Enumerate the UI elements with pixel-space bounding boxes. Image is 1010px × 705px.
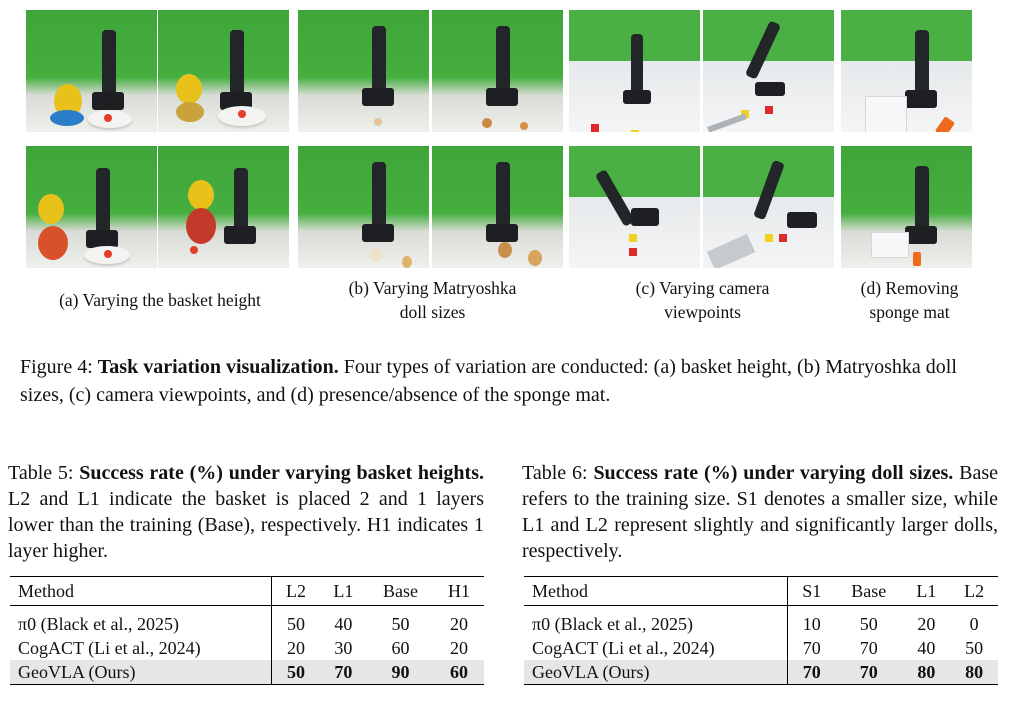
col-s1: S1 bbox=[787, 576, 835, 606]
photo-basket-height-3 bbox=[26, 146, 157, 268]
photo-basket-height-2 bbox=[158, 10, 289, 132]
table6: Method S1 Base L1 L2 π0 (Black et al., 2… bbox=[524, 576, 998, 685]
cell: 70 bbox=[859, 637, 878, 658]
subcaption-b: (b) Varying Matryoshka doll sizes bbox=[300, 276, 565, 324]
col-h1: H1 bbox=[434, 576, 484, 606]
photo-doll-size-3 bbox=[298, 146, 429, 268]
cell: 60 bbox=[391, 637, 410, 658]
table5: Method L2 L1 Base H1 π0 (Black et al., 2… bbox=[10, 576, 484, 685]
photo-doll-size-2 bbox=[432, 10, 563, 132]
subcaption-b-line1: (b) Varying Matryoshka bbox=[348, 278, 517, 298]
figure-caption: Figure 4: Task variation visualization. … bbox=[20, 353, 1000, 409]
cell: 70 bbox=[319, 660, 368, 685]
row-method: CogACT (Li et al., 2024) bbox=[524, 636, 789, 660]
cell: 20 bbox=[286, 637, 305, 658]
col-l1: L1 bbox=[902, 576, 951, 606]
table-row: π0 (Black et al., 2025) 10 50 20 0 bbox=[524, 605, 998, 636]
table-header-row: Method L2 L1 Base H1 bbox=[10, 576, 484, 606]
cell: 10 bbox=[802, 613, 821, 634]
col-l2: L2 bbox=[271, 576, 320, 606]
cell: 70 bbox=[802, 637, 821, 658]
cell: 80 bbox=[902, 660, 951, 685]
cell: 40 bbox=[334, 613, 353, 634]
subcaption-d-line1: (d) Removing bbox=[860, 278, 959, 298]
subcaption-c-line2: viewpoints bbox=[664, 302, 741, 322]
row-method: π0 (Black et al., 2025) bbox=[524, 605, 789, 636]
cell: 90 bbox=[367, 660, 435, 685]
table6-label: Table 6: bbox=[522, 462, 588, 484]
table-header-row: Method S1 Base L1 L2 bbox=[524, 576, 998, 606]
cell: 30 bbox=[334, 637, 353, 658]
col-method: Method bbox=[10, 576, 273, 606]
photo-camera-view-3 bbox=[569, 146, 700, 268]
cell: 60 bbox=[434, 660, 484, 685]
photo-camera-view-2 bbox=[703, 10, 834, 132]
photo-doll-size-1 bbox=[298, 10, 429, 132]
table5-text: L2 and L1 indicate the basket is placed … bbox=[8, 488, 484, 562]
cell: 50 bbox=[271, 660, 320, 685]
cell: 50 bbox=[391, 613, 410, 634]
subcaption-c: (c) Varying camera viewpoints bbox=[570, 276, 835, 324]
table5-bold: Success rate (%) under varying basket he… bbox=[79, 462, 484, 484]
table6-bold: Success rate (%) under varying doll size… bbox=[593, 462, 954, 484]
col-base: Base bbox=[367, 576, 435, 606]
cell: 50 bbox=[859, 613, 878, 634]
cell: 50 bbox=[286, 613, 305, 634]
photo-camera-view-4 bbox=[703, 146, 834, 268]
col-base: Base bbox=[834, 576, 903, 606]
table-row: CogACT (Li et al., 2024) 20 30 60 20 bbox=[10, 636, 484, 660]
cell: 70 bbox=[834, 660, 903, 685]
photo-sponge-mat-1 bbox=[841, 10, 972, 132]
table5-label: Table 5: bbox=[8, 462, 74, 484]
cell: 0 bbox=[969, 613, 979, 634]
photo-basket-height-1 bbox=[26, 10, 157, 132]
table6-caption: Table 6: Success rate (%) under varying … bbox=[522, 460, 998, 564]
subcaption-b-line2: doll sizes bbox=[399, 302, 466, 322]
cell: 40 bbox=[917, 637, 936, 658]
cell: 70 bbox=[787, 660, 835, 685]
photo-sponge-mat-2 bbox=[841, 146, 972, 268]
col-method: Method bbox=[524, 576, 789, 606]
cell: 20 bbox=[450, 613, 469, 634]
figure-caption-bold: Task variation visualization. bbox=[97, 356, 339, 378]
col-l1: L1 bbox=[319, 576, 368, 606]
subcaption-d-line2: sponge mat bbox=[869, 302, 950, 322]
table-row: π0 (Black et al., 2025) 50 40 50 20 bbox=[10, 605, 484, 636]
cell: 50 bbox=[965, 637, 984, 658]
photo-basket-height-4 bbox=[158, 146, 289, 268]
subcaption-a-text: (a) Varying the basket height bbox=[59, 290, 261, 310]
photo-camera-view-1 bbox=[569, 10, 700, 132]
subcaption-d: (d) Removing sponge mat bbox=[842, 276, 977, 324]
table5-caption: Table 5: Success rate (%) under varying … bbox=[8, 460, 484, 564]
table-row-highlighted: GeoVLA (Ours) 50 70 90 60 bbox=[10, 660, 484, 685]
table-row: CogACT (Li et al., 2024) 70 70 40 50 bbox=[524, 636, 998, 660]
col-l2: L2 bbox=[950, 576, 998, 606]
row-method: GeoVLA (Ours) bbox=[10, 660, 273, 685]
row-method: π0 (Black et al., 2025) bbox=[10, 605, 273, 636]
figure-caption-text: Four types of variation are conducted: (… bbox=[20, 356, 957, 406]
table-row-highlighted: GeoVLA (Ours) 70 70 80 80 bbox=[524, 660, 998, 685]
subcaption-c-line1: (c) Varying camera bbox=[635, 278, 770, 298]
row-method: GeoVLA (Ours) bbox=[524, 660, 789, 685]
photo-doll-size-4 bbox=[432, 146, 563, 268]
cell: 20 bbox=[917, 613, 936, 634]
cell: 80 bbox=[950, 660, 998, 685]
subcaption-a: (a) Varying the basket height bbox=[20, 288, 300, 312]
table6-text: Base refers to the training size. S1 den… bbox=[522, 462, 999, 562]
cell: 20 bbox=[450, 637, 469, 658]
figure-caption-label: Figure 4: bbox=[20, 356, 93, 378]
row-method: CogACT (Li et al., 2024) bbox=[10, 636, 273, 660]
